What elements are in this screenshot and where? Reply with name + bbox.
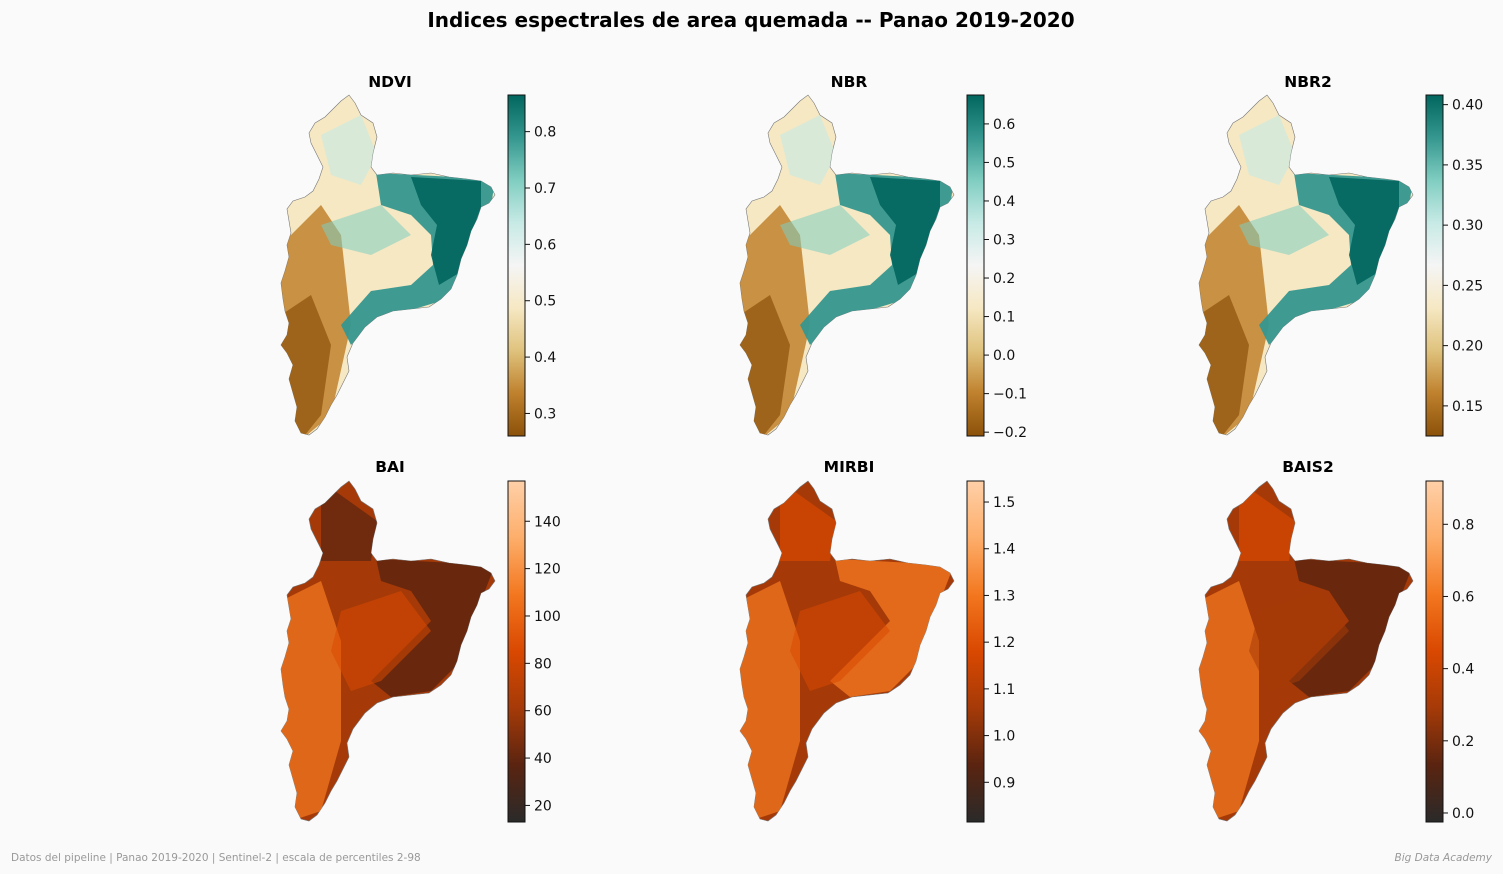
colorbar-tick-label: 0.5 bbox=[534, 294, 556, 310]
colorbar-tick-label: 0.7 bbox=[534, 181, 556, 197]
colorbar-tick-label: 40 bbox=[534, 751, 552, 767]
colorbar-tick-label: 1.2 bbox=[993, 635, 1015, 651]
panel-title-nbr2: NBR2 bbox=[1284, 73, 1332, 91]
panel-nbr: NBR −0.2 −0.1 0.0 0.1 0.2 0.3 0.4 0.5 0.6 bbox=[739, 73, 1027, 441]
colorbar-tick-label: 0.2 bbox=[993, 271, 1015, 287]
colorbar-tick-label: −0.1 bbox=[993, 387, 1027, 403]
colorbar-tick-label: 0.8 bbox=[1452, 517, 1474, 533]
colorbar-tick-label: 0.4 bbox=[993, 194, 1015, 210]
map-ndvi bbox=[280, 94, 496, 436]
colorbar-tick-label: 0.15 bbox=[1452, 399, 1483, 415]
panel-title-bai: BAI bbox=[375, 458, 405, 476]
colorbar-bai bbox=[507, 480, 526, 823]
colorbar-tick-label: 0.3 bbox=[993, 232, 1015, 248]
map-mirbi bbox=[739, 480, 955, 822]
map-zone bbox=[1199, 581, 1259, 821]
panel-title-ndvi: NDVI bbox=[368, 73, 412, 91]
colorbar-ndvi bbox=[507, 94, 526, 437]
panels-grid: NDVI 0.3 0.4 0.5 0.6 0.7 0.8 NBR −0.2 −0.1 0.0 0.1 0… bbox=[280, 73, 1483, 823]
footer-credit: Big Data Academy bbox=[1394, 852, 1493, 864]
colorbar-nbr2 bbox=[1425, 94, 1444, 437]
map-zone bbox=[321, 115, 377, 185]
map-bais2 bbox=[1198, 480, 1414, 822]
map-zone bbox=[1249, 591, 1349, 691]
map-bai bbox=[280, 480, 496, 822]
colorbar-bais2 bbox=[1425, 480, 1444, 823]
colorbar-tick-label: 0.3 bbox=[534, 406, 556, 422]
map-zone bbox=[1239, 205, 1329, 255]
colorbar-tick-label: 0.6 bbox=[1452, 589, 1474, 605]
map-zone bbox=[780, 115, 836, 185]
colorbar-tick-label: 0.4 bbox=[534, 350, 556, 366]
panel-title-mirbi: MIRBI bbox=[824, 458, 875, 476]
colorbar-tick-label: 100 bbox=[534, 609, 561, 625]
colorbar-tick-label: 0.40 bbox=[1452, 98, 1483, 114]
colorbar-mirbi bbox=[966, 480, 985, 823]
map-zone bbox=[321, 205, 411, 255]
colorbar-tick-label: 0.25 bbox=[1452, 278, 1483, 294]
map-zone bbox=[321, 481, 377, 561]
colorbar-tick-label: 1.0 bbox=[993, 729, 1015, 745]
colorbar-tick-label: 1.3 bbox=[993, 588, 1015, 604]
panel-title-nbr: NBR bbox=[831, 73, 868, 91]
colorbar-tick-label: 0.35 bbox=[1452, 158, 1483, 174]
map-nbr2 bbox=[1198, 94, 1414, 436]
map-zone bbox=[1239, 481, 1295, 561]
colorbar-tick-label: 1.5 bbox=[993, 495, 1015, 511]
panel-bai: BAI 20 40 60 80 100 120 140 bbox=[280, 458, 561, 823]
colorbar-tick-label: 1.4 bbox=[993, 542, 1015, 558]
colorbar-tick-label: 0.30 bbox=[1452, 218, 1483, 234]
panel-bais2: BAIS2 0.0 0.2 0.4 0.6 0.8 bbox=[1198, 458, 1474, 823]
map-nbr bbox=[739, 94, 955, 436]
panel-ndvi: NDVI 0.3 0.4 0.5 0.6 0.7 0.8 bbox=[280, 73, 556, 437]
colorbar-tick-label: 0.6 bbox=[993, 117, 1015, 133]
map-zone bbox=[331, 591, 431, 691]
colorbar-tick-label: 140 bbox=[534, 514, 561, 530]
map-zone bbox=[780, 205, 870, 255]
map-zone bbox=[1289, 559, 1413, 697]
colorbar-tick-label: 0.5 bbox=[993, 155, 1015, 171]
colorbar-tick-label: −0.2 bbox=[993, 425, 1027, 441]
map-zone bbox=[281, 581, 341, 821]
colorbar-tick-label: 20 bbox=[534, 798, 552, 814]
colorbar-tick-label: 0.9 bbox=[993, 775, 1015, 791]
footer-source-note: Datos del pipeline | Panao 2019-2020 | S… bbox=[11, 852, 421, 864]
colorbar-tick-label: 120 bbox=[534, 562, 561, 578]
colorbar-tick-label: 0.8 bbox=[534, 125, 556, 141]
map-zone bbox=[1329, 177, 1399, 285]
colorbar-tick-label: 0.1 bbox=[993, 310, 1015, 326]
colorbar-nbr bbox=[966, 94, 985, 437]
colorbar-tick-label: 80 bbox=[534, 656, 552, 672]
colorbar-tick-label: 1.1 bbox=[993, 682, 1015, 698]
figure-title: Indices espectrales de area quemada -- P… bbox=[427, 8, 1074, 32]
colorbar-tick-label: 0.6 bbox=[534, 237, 556, 253]
colorbar-tick-label: 60 bbox=[534, 704, 552, 720]
colorbar-tick-label: 0.0 bbox=[1452, 806, 1474, 822]
panel-mirbi: MIRBI 0.9 1.0 1.1 1.2 1.3 1.4 1.5 bbox=[739, 458, 1015, 823]
colorbar-tick-label: 0.4 bbox=[1452, 662, 1474, 678]
map-zone bbox=[1239, 115, 1295, 185]
colorbar-tick-label: 0.2 bbox=[1452, 734, 1474, 750]
map-zone bbox=[790, 591, 890, 691]
map-zone bbox=[780, 481, 836, 561]
map-zone bbox=[740, 581, 800, 821]
panel-title-bais2: BAIS2 bbox=[1282, 458, 1334, 476]
panel-nbr2: NBR2 0.15 0.20 0.25 0.30 0.35 0.40 bbox=[1198, 73, 1483, 437]
colorbar-tick-label: 0.20 bbox=[1452, 339, 1483, 355]
map-zone bbox=[411, 177, 481, 285]
map-zone bbox=[870, 177, 940, 285]
map-zone bbox=[830, 559, 954, 697]
map-zone bbox=[371, 559, 495, 697]
colorbar-tick-label: 0.0 bbox=[993, 348, 1015, 364]
